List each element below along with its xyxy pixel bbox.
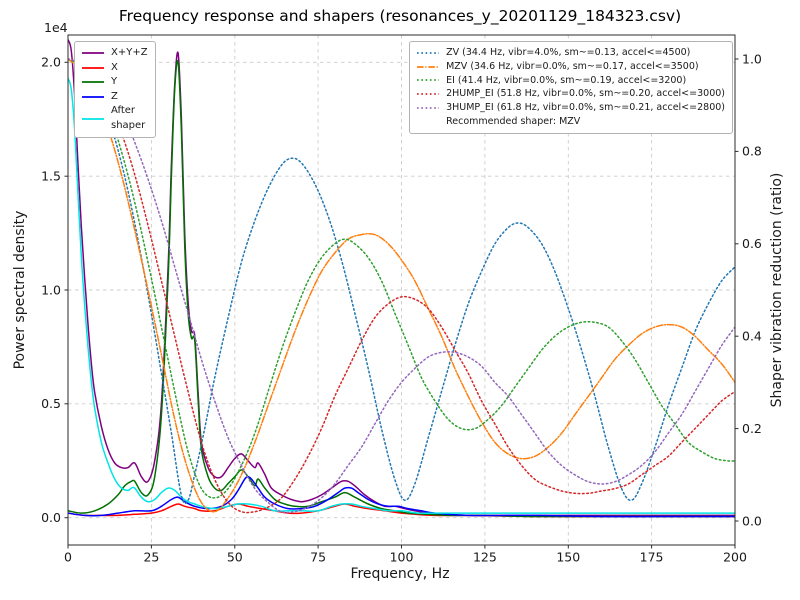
legend-line-swatch xyxy=(417,93,440,96)
x-tick-label: 125 xyxy=(473,550,497,565)
chart-title: Frequency response and shapers (resonanc… xyxy=(118,7,682,25)
y-left-tick-label: 0.5 xyxy=(41,396,61,411)
legend-label: Z xyxy=(111,90,118,102)
x-tick-label: 25 xyxy=(143,550,159,565)
x-tick-label: 50 xyxy=(227,550,243,565)
series-xyz xyxy=(68,38,735,517)
legend-shapers: ZV (34.4 Hz, vibr=4.0%, sm~=0.13, accel<… xyxy=(409,41,733,134)
x-tick-label: 175 xyxy=(640,550,664,565)
legend-entry-ei: EI (41.4 Hz, vibr=0.0%, sm~=0.19, accel<… xyxy=(416,74,725,88)
y-left-tick-label: 2.0 xyxy=(41,55,61,70)
y-right-tick-label: 0.2 xyxy=(742,421,762,436)
legend-line-swatch xyxy=(82,52,104,55)
legend-entry-mzv: MZV (34.6 Hz, vibr=0.0%, sm~=0.17, accel… xyxy=(416,60,725,74)
legend-label: 3HUMP_EI (61.8 Hz, vibr=0.0%, sm~=0.21, … xyxy=(446,102,725,114)
legend-entry-xyz: X+Y+Z xyxy=(81,46,148,61)
x-tick-label: 100 xyxy=(390,550,414,565)
legend-label: ZV (34.4 Hz, vibr=4.0%, sm~=0.13, accel<… xyxy=(446,47,691,58)
y-axis-label-right: Shaper vibration reduction (ratio) xyxy=(769,172,785,408)
legend-psd: X+Y+Z X Y Z After shaper xyxy=(74,41,156,138)
y-right-tick-label: 1.0 xyxy=(742,51,762,66)
legend-line-swatch xyxy=(417,107,440,109)
series-group xyxy=(68,38,735,518)
recommended-shaper-note: Recommended shaper: MZV xyxy=(446,115,581,127)
series-zv xyxy=(68,58,735,505)
x-axis-label: Frequency, Hz xyxy=(350,566,450,582)
series-2hump-ei xyxy=(68,58,735,514)
legend-line-swatch xyxy=(82,81,104,84)
legend-label: 2HUMP_EI (51.8 Hz, vibr=0.0%, sm~=0.20, … xyxy=(446,88,725,100)
x-tick-label: 75 xyxy=(310,550,326,565)
y-axis-label-left: Power spectral density xyxy=(12,210,28,370)
y-right-tick-label: 0.0 xyxy=(742,513,762,528)
x-tick-label: 150 xyxy=(556,550,580,565)
series-z xyxy=(68,475,735,518)
legend-line-swatch xyxy=(82,66,104,69)
legend-label: EI (41.4 Hz, vibr=0.0%, sm~=0.19, accel<… xyxy=(446,74,687,86)
series-mzv xyxy=(68,58,735,513)
series-y xyxy=(68,59,735,518)
legend-entry-z: Z xyxy=(81,90,148,105)
legend-entry-after-shaper: After shaper xyxy=(81,104,148,133)
ticks: 0 25 50 75 100 125 150 175 200 0.0 0.5 1.0 1.5 2.0 0.0… xyxy=(41,51,762,564)
y-left-tick-label: 1.5 xyxy=(41,169,61,184)
legend-line-swatch xyxy=(82,117,104,120)
y-right-tick-label: 0.8 xyxy=(742,144,762,159)
legend-line-swatch xyxy=(417,79,440,82)
legend-line-swatch xyxy=(82,95,104,98)
legend-label: X+Y+Z xyxy=(111,47,148,58)
legend-label: MZV (34.6 Hz, vibr=0.0%, sm~=0.17, accel… xyxy=(446,60,699,72)
y-left-tick-label: 0.0 xyxy=(41,510,61,525)
series-after-shaper xyxy=(68,77,735,515)
series-ei xyxy=(68,58,735,499)
series-3hump-ei xyxy=(68,58,735,514)
legend-entry-x: X xyxy=(81,61,148,76)
legend-entry-2hump-ei: 2HUMP_EI (51.8 Hz, vibr=0.0%, sm~=0.20, … xyxy=(416,87,725,101)
x-tick-label: 200 xyxy=(723,550,747,565)
y-right-tick-label: 0.4 xyxy=(742,329,762,344)
legend-line-swatch xyxy=(417,65,440,68)
legend-label: X xyxy=(111,61,118,73)
legend-label: After shaper xyxy=(111,105,146,131)
legend-entry-zv: ZV (34.4 Hz, vibr=4.0%, sm~=0.13, accel<… xyxy=(416,46,725,60)
legend-entry-y: Y xyxy=(81,75,148,90)
legend-label: Y xyxy=(111,76,118,87)
legend-line-swatch xyxy=(417,52,440,54)
y-axis-offset-label: 1e4 xyxy=(44,20,68,35)
x-tick-label: 0 xyxy=(64,550,72,565)
y-right-tick-label: 0.6 xyxy=(742,236,762,251)
legend-entry-3hump-ei: 3HUMP_EI (61.8 Hz, vibr=0.0%, sm~=0.21, … xyxy=(416,101,725,115)
y-left-tick-label: 1.0 xyxy=(41,282,61,297)
